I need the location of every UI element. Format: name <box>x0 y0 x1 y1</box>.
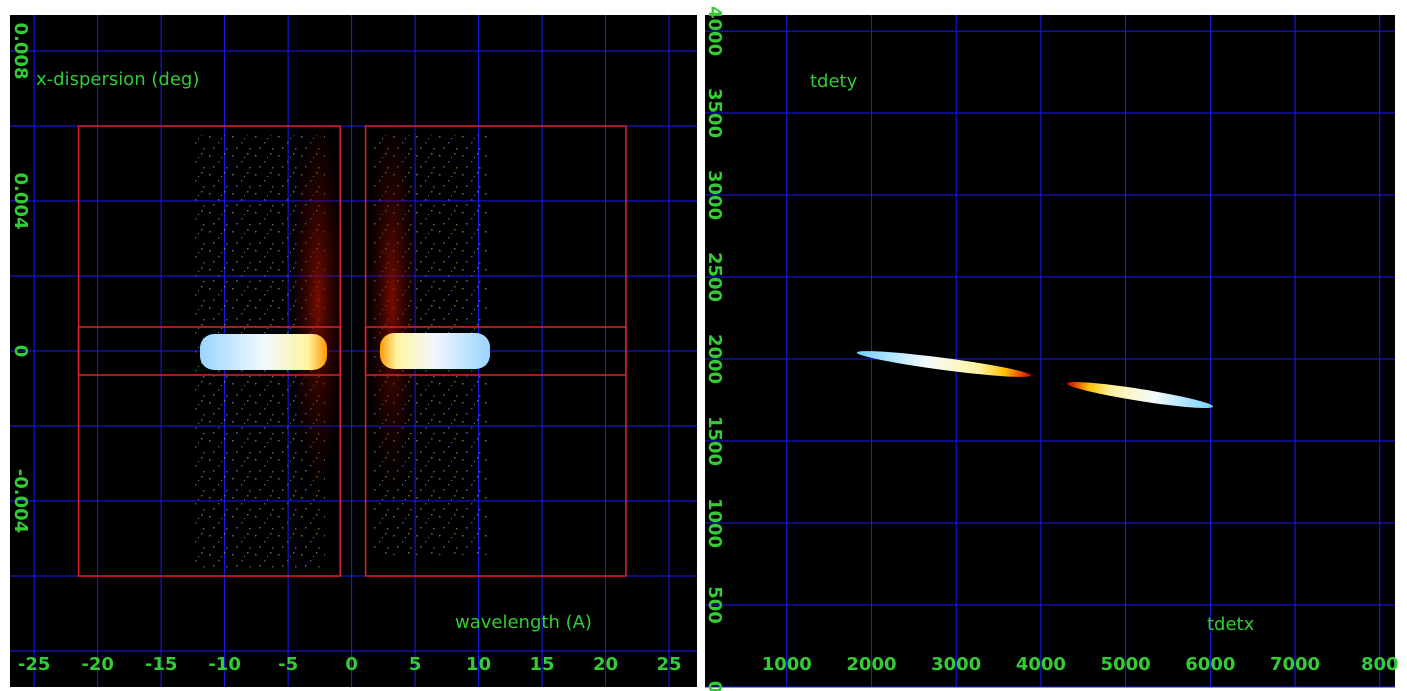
y-axis-label: tdety <box>810 71 858 92</box>
grid <box>10 15 1395 688</box>
x-tick-label: -10 <box>208 654 241 675</box>
haze <box>288 100 348 500</box>
x-tick-label: 10 <box>466 654 491 675</box>
y-tick-label: 0 <box>10 345 31 358</box>
x-tick-label: 5 <box>409 654 422 675</box>
blob <box>380 333 490 369</box>
y-tick-label: 3500 <box>704 88 725 138</box>
y-tick-label: 2500 <box>704 252 725 302</box>
blob <box>1066 381 1214 409</box>
x-tick-label: -5 <box>278 654 298 675</box>
y-tick-label: 1500 <box>704 416 725 466</box>
x-tick-label: 1000 <box>762 654 812 675</box>
blob <box>856 351 1032 377</box>
y-tick-label: 0.008 <box>10 23 31 80</box>
x-tick-label: -25 <box>18 654 51 675</box>
y-tick-label: 1000 <box>704 498 725 548</box>
x-tick-label: 3000 <box>931 654 981 675</box>
y-tick-label: 4000 <box>704 6 725 56</box>
image-layer <box>195 100 1214 570</box>
blob <box>200 334 327 370</box>
x-tick-label: -15 <box>145 654 178 675</box>
x-tick-label: 6000 <box>1185 654 1235 675</box>
y-tick-label: 3000 <box>704 170 725 220</box>
y-tick-label: 0 <box>704 681 725 691</box>
region <box>364 326 627 376</box>
y-tick-label: 500 <box>704 586 725 624</box>
x-tick-label: 5000 <box>1101 654 1151 675</box>
x-tick-label: 2000 <box>846 654 896 675</box>
x-tick-label: -20 <box>81 654 114 675</box>
plot-background <box>705 15 1395 687</box>
x-tick-label: 20 <box>593 654 618 675</box>
haze <box>364 100 420 500</box>
y-tick-label: 2000 <box>704 334 725 384</box>
x-tick-label: 0 <box>345 654 358 675</box>
x-axis-label: tdetx <box>1207 614 1255 635</box>
x-tick-label: 800 <box>1361 654 1399 675</box>
x-tick-label: 15 <box>530 654 555 675</box>
y-axis-label: x-dispersion (deg) <box>36 69 199 90</box>
y-tick-label: 0.004 <box>10 173 31 230</box>
x-tick-label: 4000 <box>1016 654 1066 675</box>
region <box>77 326 341 376</box>
x-tick-label: 25 <box>657 654 682 675</box>
x-tick-label: 7000 <box>1270 654 1320 675</box>
x-axis-label: wavelength (A) <box>455 612 592 633</box>
y-tick-label: -0.004 <box>10 469 31 533</box>
